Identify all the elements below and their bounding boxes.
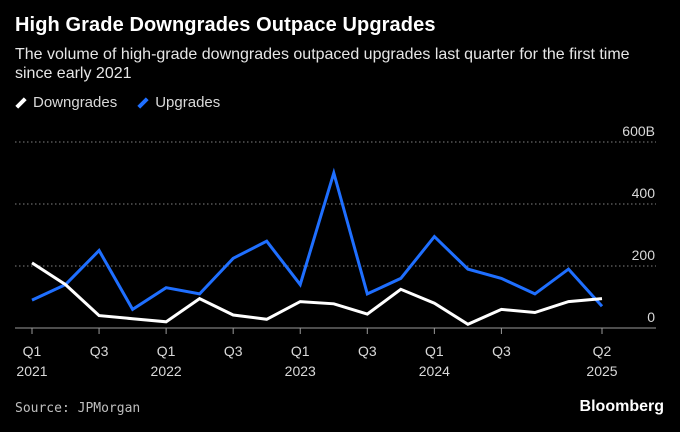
x-tick-label-6: Q3 [224, 343, 243, 359]
legend-label-upgrades: Upgrades [155, 94, 221, 111]
x-tick-label-2: Q3 [90, 343, 109, 359]
source-note: Source: JPMorgan [15, 401, 141, 416]
x-tick-label-14: Q3 [492, 343, 511, 359]
y-tick-label-0: 0 [647, 309, 655, 325]
series-line-upgrades [31, 167, 604, 312]
legend-item-upgrades: Upgrades [137, 94, 220, 111]
legend: Downgrades Upgrades [15, 94, 240, 111]
x-tick-year-0: 2021 [16, 363, 47, 379]
series-line-downgrades [31, 261, 603, 326]
legend-label-downgrades: Downgrades [33, 94, 118, 111]
y-tick-label-600: 600B [622, 123, 655, 139]
x-tick-year-12: 2024 [419, 363, 450, 379]
y-tick-label-200: 200 [632, 247, 656, 263]
legend-item-downgrades: Downgrades [15, 94, 117, 111]
x-tick-label-4: Q1 [157, 343, 176, 359]
x-tick-year-4: 2022 [151, 363, 182, 379]
x-tick-label-17: Q2 [593, 343, 612, 359]
bloomberg-logo: Bloomberg [579, 398, 664, 415]
y-tick-label-400: 400 [632, 185, 656, 201]
x-tick-year-17: 2025 [586, 363, 617, 379]
x-tick-year-8: 2023 [285, 363, 316, 379]
x-tick-label-10: Q3 [358, 343, 377, 359]
x-tick-label-12: Q1 [425, 343, 444, 359]
x-tick-label-0: Q1 [23, 343, 42, 359]
x-tick-label-8: Q1 [291, 343, 310, 359]
chart-subtitle: The volume of high-grade downgrades outp… [15, 46, 630, 82]
chart-title: High Grade Downgrades Outpace Upgrades [15, 14, 436, 36]
